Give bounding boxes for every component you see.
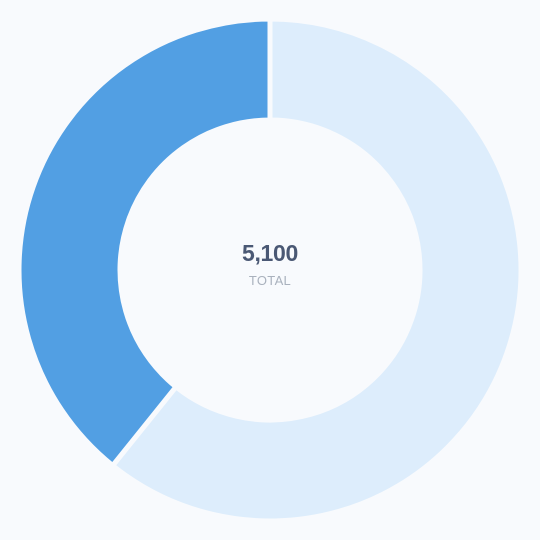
donut-slice-2[interactable] — [16, 16, 273, 470]
slices-group — [16, 16, 524, 524]
total-value: 5,100 — [241, 240, 299, 266]
donut-slice-1[interactable] — [109, 16, 524, 524]
total-label: TOTAL — [248, 273, 292, 288]
